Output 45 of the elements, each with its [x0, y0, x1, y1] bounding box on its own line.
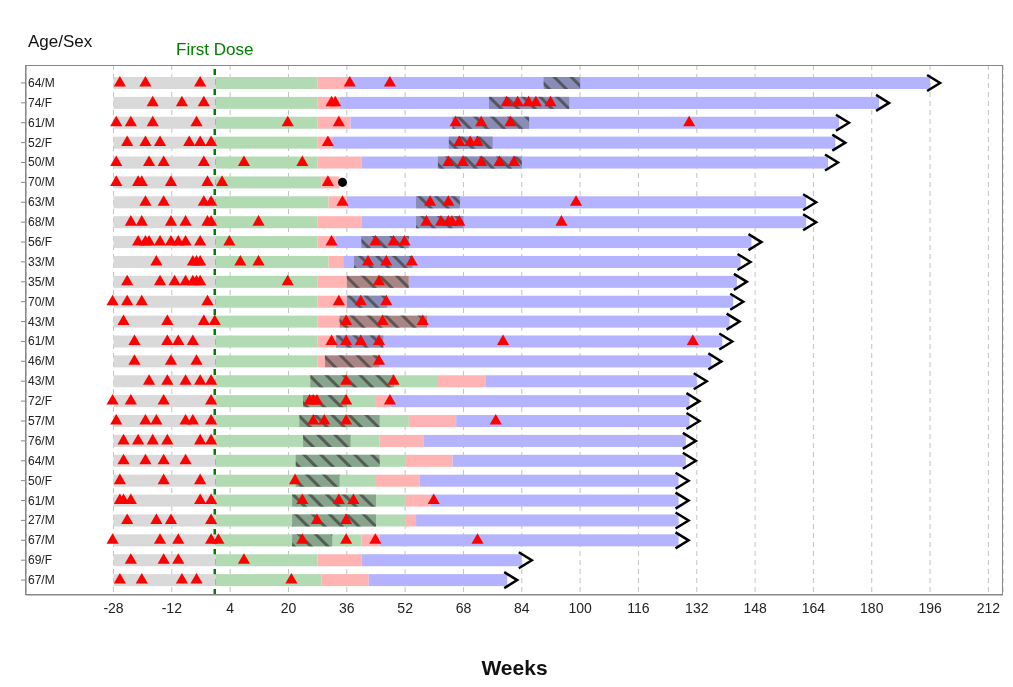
y-axis-title: Age/Sex — [28, 32, 93, 52]
y-tick-label: 50/M — [28, 155, 55, 170]
y-tick-label: 57/M — [28, 413, 55, 428]
x-tick-label: 68 — [455, 599, 472, 616]
y-tick-label: 61/M — [28, 334, 55, 349]
x-tick-label: 4 — [226, 599, 235, 616]
y-tick-label: 72/F — [28, 394, 53, 409]
x-tick-label: 196 — [918, 599, 942, 616]
ref-line-label: First Dose — [176, 40, 254, 59]
y-tick-label: 61/M — [28, 115, 55, 130]
x-tick-label: 84 — [514, 599, 530, 616]
x-tick-label: 164 — [801, 599, 826, 616]
x-tick-label: 180 — [860, 599, 884, 616]
y-tick-label: 68/M — [28, 215, 55, 230]
y-tick-label: 35/M — [28, 274, 55, 289]
y-tick-label: 50/F — [28, 473, 53, 488]
x-tick-label: 52 — [397, 599, 414, 616]
y-tick-label: 76/M — [28, 433, 55, 448]
y-tick-label: 69/F — [28, 553, 53, 568]
x-tick-label: 116 — [627, 599, 650, 616]
x-tick-label: 148 — [743, 599, 767, 616]
y-tick-label: 70/M — [28, 294, 55, 309]
y-tick-label: 56/F — [28, 235, 53, 250]
y-tick-label: 52/F — [28, 135, 53, 150]
x-tick-label: -12 — [161, 599, 183, 616]
y-tick-label: 33/M — [28, 254, 55, 269]
x-tick-label: 100 — [568, 599, 593, 616]
x-tick-label: 132 — [685, 599, 709, 616]
y-tick-label: 74/F — [28, 95, 53, 110]
x-tick-label: 36 — [339, 599, 355, 616]
y-tick-label: 64/M — [28, 453, 55, 468]
y-tick-label: 63/M — [28, 195, 55, 210]
y-tick-label: 67/M — [28, 533, 55, 548]
x-tick-label: -28 — [103, 599, 124, 616]
y-tick-label: 43/M — [28, 314, 55, 329]
y-tick-label: 64/M — [28, 75, 55, 90]
x-tick-label: 212 — [976, 599, 1001, 616]
y-tick-label: 27/M — [28, 513, 55, 528]
y-tick-label: 43/M — [28, 374, 55, 389]
y-tick-label: 61/M — [28, 493, 55, 508]
x-axis-title: Weeks — [481, 656, 548, 679]
y-tick-label: 70/M — [28, 175, 55, 190]
y-tick-label: 46/M — [28, 354, 55, 369]
x-tick-label: 20 — [280, 599, 297, 616]
y-tick-label: 67/M — [28, 573, 55, 588]
